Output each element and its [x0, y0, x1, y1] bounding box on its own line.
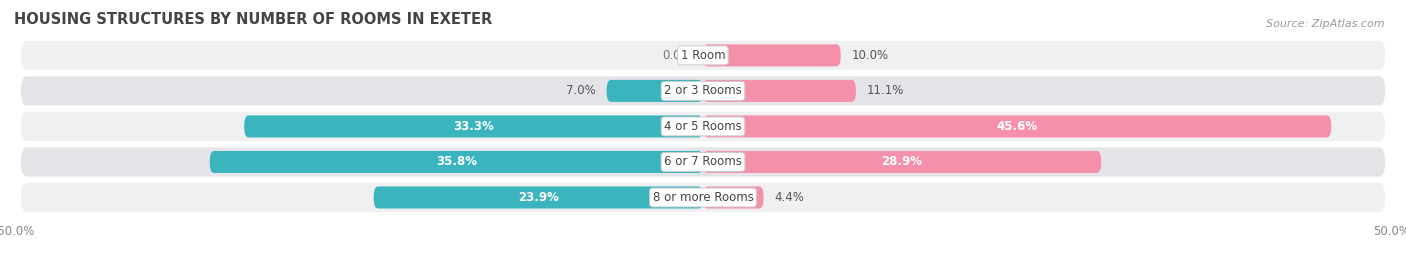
Text: 35.8%: 35.8%: [436, 155, 477, 168]
Text: Source: ZipAtlas.com: Source: ZipAtlas.com: [1267, 19, 1385, 29]
Text: 7.0%: 7.0%: [565, 84, 596, 97]
FancyBboxPatch shape: [374, 186, 703, 208]
Text: 1 Room: 1 Room: [681, 49, 725, 62]
FancyBboxPatch shape: [209, 151, 703, 173]
FancyBboxPatch shape: [21, 112, 1385, 141]
FancyBboxPatch shape: [703, 151, 1101, 173]
FancyBboxPatch shape: [703, 44, 841, 66]
Text: 8 or more Rooms: 8 or more Rooms: [652, 191, 754, 204]
FancyBboxPatch shape: [606, 80, 703, 102]
Text: 33.3%: 33.3%: [453, 120, 494, 133]
Text: HOUSING STRUCTURES BY NUMBER OF ROOMS IN EXETER: HOUSING STRUCTURES BY NUMBER OF ROOMS IN…: [14, 12, 492, 27]
Text: 28.9%: 28.9%: [882, 155, 922, 168]
Legend: Owner-occupied, Renter-occupied: Owner-occupied, Renter-occupied: [572, 264, 834, 269]
FancyBboxPatch shape: [245, 115, 703, 137]
FancyBboxPatch shape: [703, 80, 856, 102]
Text: 0.0%: 0.0%: [662, 49, 692, 62]
FancyBboxPatch shape: [703, 186, 763, 208]
Text: 45.6%: 45.6%: [997, 120, 1038, 133]
Text: 23.9%: 23.9%: [517, 191, 558, 204]
Text: 10.0%: 10.0%: [852, 49, 889, 62]
FancyBboxPatch shape: [21, 76, 1385, 105]
FancyBboxPatch shape: [703, 115, 1331, 137]
FancyBboxPatch shape: [21, 147, 1385, 176]
Text: 11.1%: 11.1%: [868, 84, 904, 97]
Text: 4.4%: 4.4%: [775, 191, 804, 204]
Text: 2 or 3 Rooms: 2 or 3 Rooms: [664, 84, 742, 97]
Text: 6 or 7 Rooms: 6 or 7 Rooms: [664, 155, 742, 168]
Text: 4 or 5 Rooms: 4 or 5 Rooms: [664, 120, 742, 133]
FancyBboxPatch shape: [21, 183, 1385, 212]
FancyBboxPatch shape: [21, 41, 1385, 70]
